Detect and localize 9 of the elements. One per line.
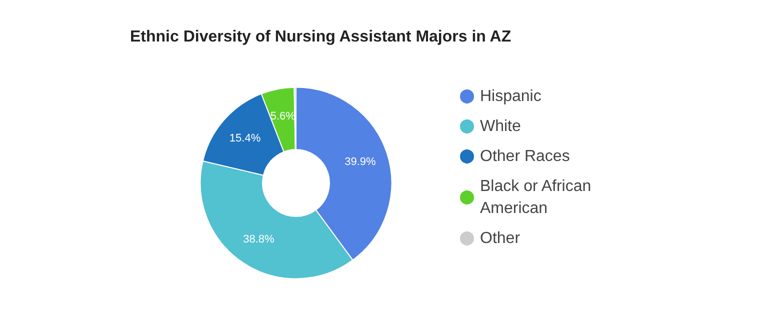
legend-label: Other Races xyxy=(480,148,570,165)
legend-label: Other xyxy=(480,230,521,247)
data-label: 38.8% xyxy=(243,233,275,246)
legend-label: Hispanic xyxy=(480,88,542,105)
chart-title: Ethnic Diversity of Nursing Assistant Majors in AZ xyxy=(130,28,512,46)
legend-label: Black or African American xyxy=(480,178,596,217)
data-label: 15.4% xyxy=(229,132,261,145)
legend-label: White xyxy=(480,118,521,135)
data-label: 39.9% xyxy=(344,156,376,168)
